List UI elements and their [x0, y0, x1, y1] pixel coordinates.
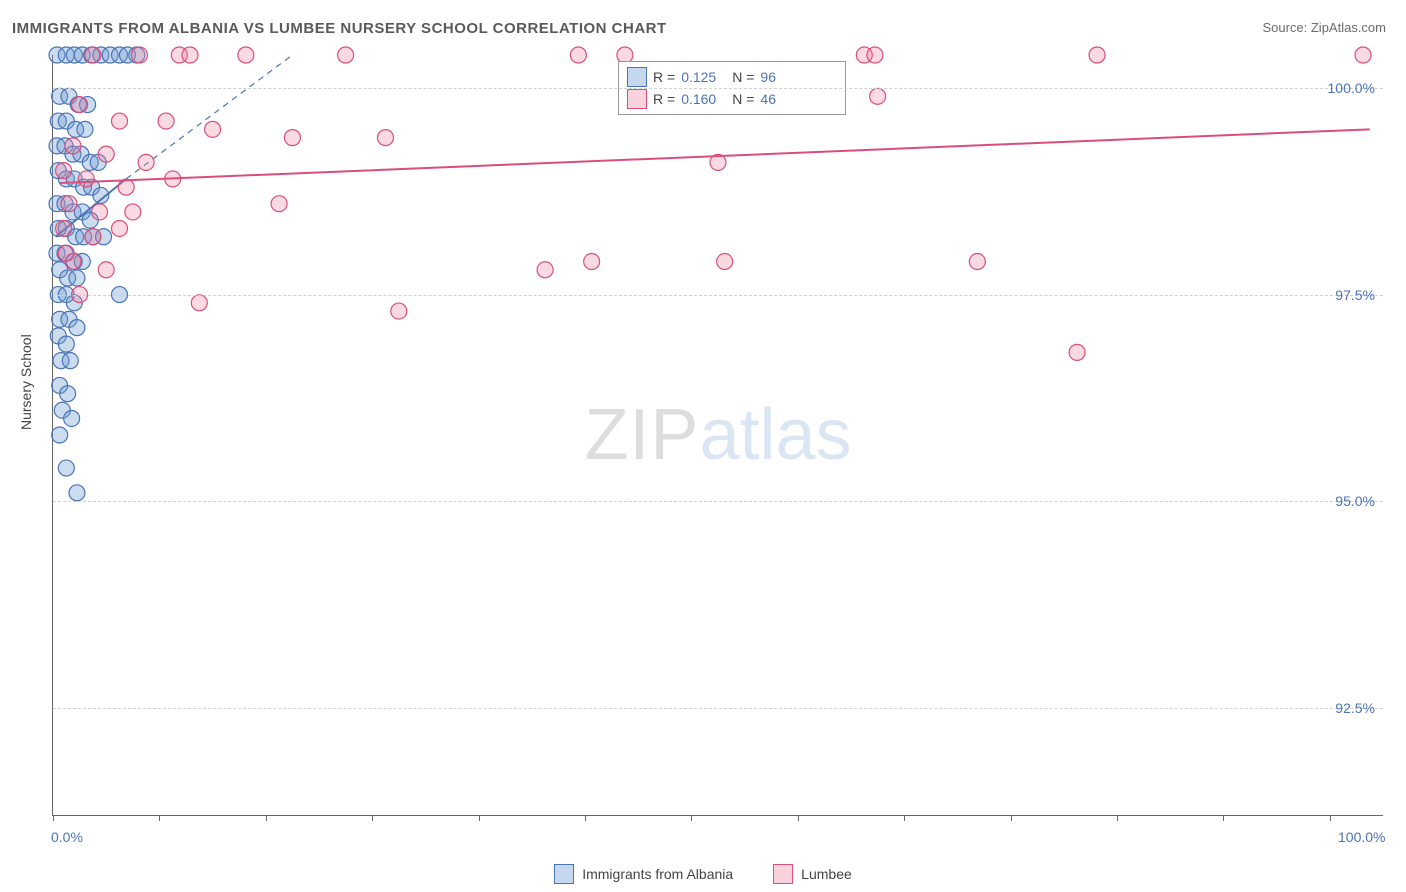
x-tick: [798, 815, 799, 821]
x-tick-label: 0.0%: [51, 829, 83, 845]
gridline: [53, 295, 1383, 296]
data-point: [60, 386, 76, 402]
data-point: [58, 245, 74, 261]
data-point: [271, 196, 287, 212]
data-point: [72, 97, 88, 113]
data-point: [61, 196, 77, 212]
data-point: [138, 154, 154, 170]
stats-row-series1: R = 0.125 N = 96: [627, 66, 837, 88]
data-point: [131, 47, 147, 63]
data-point: [58, 460, 74, 476]
data-point: [1069, 344, 1085, 360]
source-attribution: Source: ZipAtlas.com: [1262, 20, 1386, 35]
data-point: [1355, 47, 1371, 63]
data-point: [338, 47, 354, 63]
y-axis-label: Nursery School: [18, 334, 34, 430]
r-value-1: 0.125: [681, 69, 716, 85]
data-point: [69, 320, 85, 336]
data-point: [65, 138, 81, 154]
data-point: [77, 121, 93, 137]
legend-item-1: Immigrants from Albania: [554, 864, 733, 884]
y-tick-label: 92.5%: [1335, 700, 1375, 716]
n-value-1: 96: [760, 69, 776, 85]
y-tick-label: 97.5%: [1335, 287, 1375, 303]
data-point: [92, 204, 108, 220]
data-point: [537, 262, 553, 278]
x-tick: [1223, 815, 1224, 821]
data-point: [1089, 47, 1105, 63]
legend-item-2: Lumbee: [773, 864, 852, 884]
chart-title: IMMIGRANTS FROM ALBANIA VS LUMBEE NURSER…: [12, 20, 667, 37]
n-label: N =: [732, 69, 754, 85]
data-point: [182, 47, 198, 63]
legend-label-2: Lumbee: [801, 866, 852, 882]
data-point: [62, 353, 78, 369]
data-point: [584, 254, 600, 270]
legend-label-1: Immigrants from Albania: [582, 866, 733, 882]
data-point: [158, 113, 174, 129]
trend-line: [60, 129, 1370, 183]
gridline: [53, 708, 1383, 709]
data-point: [284, 130, 300, 146]
data-point: [570, 47, 586, 63]
r-value-2: 0.160: [681, 91, 716, 107]
data-point: [69, 485, 85, 501]
data-point: [112, 113, 128, 129]
r-label: R =: [653, 69, 675, 85]
y-tick-label: 95.0%: [1335, 493, 1375, 509]
data-point: [870, 88, 886, 104]
data-point: [64, 410, 80, 426]
x-tick: [1330, 815, 1331, 821]
swatch-blue-icon: [627, 67, 647, 87]
data-point: [378, 130, 394, 146]
chart-plot-area: ZIPatlas R = 0.125 N = 96 R = 0.160 N = …: [52, 55, 1383, 816]
x-tick: [372, 815, 373, 821]
swatch-pink-icon: [627, 89, 647, 109]
data-point: [238, 47, 254, 63]
x-tick: [1011, 815, 1012, 821]
data-point: [52, 427, 68, 443]
data-point: [56, 163, 72, 179]
data-point: [125, 204, 141, 220]
data-point: [85, 47, 101, 63]
x-tick: [53, 815, 54, 821]
x-tick: [1117, 815, 1118, 821]
data-point: [205, 121, 221, 137]
stats-row-series2: R = 0.160 N = 46: [627, 88, 837, 110]
data-point: [69, 270, 85, 286]
n-value-2: 46: [760, 91, 776, 107]
gridline: [53, 501, 1383, 502]
data-point: [867, 47, 883, 63]
x-tick: [904, 815, 905, 821]
x-tick: [691, 815, 692, 821]
data-point: [98, 146, 114, 162]
data-point: [56, 220, 72, 236]
data-point: [191, 295, 207, 311]
source-label: Source:: [1262, 20, 1310, 35]
data-point: [78, 171, 94, 187]
gridline: [53, 88, 1383, 89]
y-tick-label: 100.0%: [1328, 80, 1375, 96]
swatch-blue-icon: [554, 864, 574, 884]
swatch-pink-icon: [773, 864, 793, 884]
r-label: R =: [653, 91, 675, 107]
data-point: [391, 303, 407, 319]
data-point: [85, 229, 101, 245]
x-tick: [159, 815, 160, 821]
scatter-svg: [53, 55, 1383, 815]
source-value: ZipAtlas.com: [1311, 20, 1386, 35]
x-tick: [479, 815, 480, 821]
n-label: N =: [732, 91, 754, 107]
series-legend: Immigrants from Albania Lumbee: [0, 864, 1406, 884]
x-tick: [585, 815, 586, 821]
data-point: [969, 254, 985, 270]
x-tick: [266, 815, 267, 821]
data-point: [112, 220, 128, 236]
data-point: [118, 179, 134, 195]
data-point: [717, 254, 733, 270]
data-point: [58, 336, 74, 352]
data-point: [98, 262, 114, 278]
x-tick-label: 100.0%: [1338, 829, 1385, 845]
